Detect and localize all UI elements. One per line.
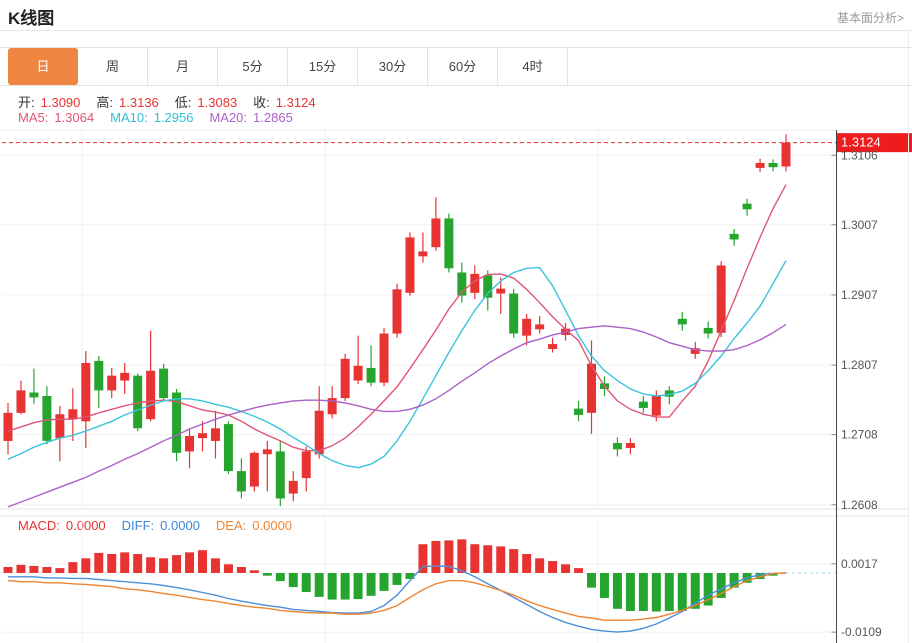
diff-line (8, 565, 787, 633)
ma-info-row: MA5: 1.3064 MA10: 1.2956 MA20: 1.2865 (18, 110, 309, 125)
dea-line-layer (7, 572, 787, 621)
info-label: 开: (18, 95, 35, 110)
ma20-line (7, 323, 787, 508)
info-value: 1.2956 (153, 110, 194, 125)
info-label: MA20: (209, 110, 248, 125)
candles-layer (3, 134, 791, 507)
dea-line (7, 572, 787, 621)
page-title: K线图 (8, 9, 55, 28)
price-axis: 1.3106 1.3007 1.2907 1.2807 1.2708 1.2608 0.00… (831, 130, 882, 643)
info-label: 高: (96, 95, 114, 110)
current-price-tag-label: 1.3124 (841, 135, 881, 150)
info-label: DEA: (215, 518, 247, 533)
tab-5分[interactable]: 5分 (218, 48, 288, 85)
tab-60分[interactable]: 60分 (428, 48, 498, 85)
axis-tick-label: 0.0017 (841, 557, 878, 571)
info-value: 1.3136 (119, 95, 159, 110)
info-value: 0.0000 (160, 518, 200, 533)
tab-月[interactable]: 月 (148, 48, 218, 85)
info-label: DIFF: (121, 518, 155, 533)
info-label: MA5: (18, 110, 49, 125)
current-price: 1.3124 (2, 133, 912, 153)
info-label: 收: (253, 95, 270, 110)
info-value: 0.0000 (65, 518, 106, 533)
tab-日[interactable]: 日 (8, 48, 78, 85)
ma10-line (7, 260, 787, 469)
period-tabbar: 日周月 5分 15分 30分 60分 4时 (0, 47, 912, 86)
header-divider (0, 30, 912, 31)
tab-周[interactable]: 周 (78, 48, 148, 85)
info-value: 1.2865 (253, 110, 293, 125)
info-label: 低: (174, 95, 192, 110)
info-value: 1.3090 (40, 95, 81, 110)
ma20-line-layer (7, 323, 787, 508)
axis-tick-label: 1.2807 (841, 358, 878, 372)
page-right-border (908, 30, 909, 643)
tab-4时[interactable]: 4时 (498, 48, 568, 85)
info-value: 1.3124 (275, 95, 316, 110)
ma10-line-layer (7, 260, 787, 469)
axis-tick-label: 1.2708 (841, 428, 878, 442)
ma5-line-layer (7, 184, 787, 452)
tab-30分[interactable]: 30分 (358, 48, 428, 85)
info-value: 1.3064 (54, 110, 95, 125)
current-price-tag (837, 133, 912, 153)
fundamental-analysis-link[interactable]: 基本面分析> (836, 11, 904, 25)
diff-line-layer (8, 565, 787, 633)
macd-histogram (3, 539, 778, 612)
ma5-line (7, 184, 787, 452)
axis-tick-label: 1.2907 (841, 288, 878, 302)
macd-info-row: MACD: 0.0000 DIFF: 0.0000 DEA: 0.0000 (18, 518, 308, 533)
axis-tick-label: 1.3007 (841, 218, 878, 232)
axis-tick-label: 1.2608 (841, 498, 878, 512)
ohlc-info-row: 开: 1.3090 高: 1.3136 低: 1.3083 收: 1.3124 (18, 92, 332, 111)
info-label: MA10: (110, 110, 148, 125)
tab-15分[interactable]: 15分 (288, 48, 358, 85)
info-value: 0.0000 (252, 518, 293, 533)
info-label: MACD: (18, 518, 60, 533)
axis-tick-label: -0.0109 (841, 625, 882, 639)
axis-tick-label: 1.3106 (841, 148, 878, 162)
info-value: 1.3083 (197, 95, 238, 110)
